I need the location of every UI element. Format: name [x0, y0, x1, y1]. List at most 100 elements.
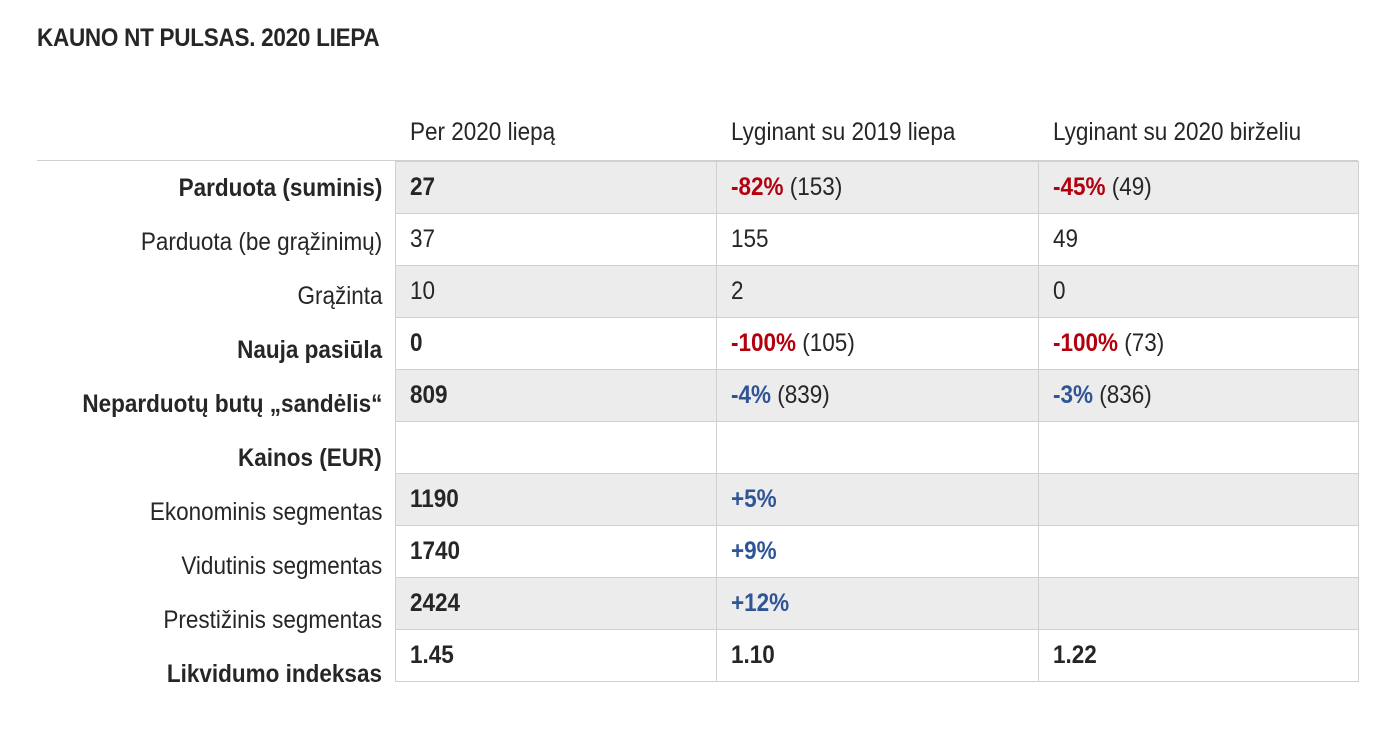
change-value: +12%: [731, 589, 790, 617]
table-row: 1740 +9%: [395, 525, 1359, 578]
cell-content: 37: [410, 225, 435, 254]
cell-content: 49: [1053, 225, 1078, 254]
table-row: 27 -82% (153) -45% (49): [395, 161, 1359, 214]
column-header-current: Per 2020 liepą: [410, 118, 556, 146]
cell-content: +5%: [731, 485, 777, 514]
cell-value: 1.22: [1053, 641, 1097, 669]
header-divider: [37, 160, 1358, 161]
cell-value: 1190: [410, 485, 459, 513]
row-label: Grąžinta: [0, 269, 382, 323]
previous-value: (105): [796, 329, 855, 357]
table-row: 809 -4% (839) -3% (836): [395, 369, 1359, 422]
change-value: -100%: [1053, 329, 1119, 357]
cell-content: -100% (73): [1053, 329, 1164, 358]
cell-content: 1.10: [731, 641, 775, 670]
table-cell-year-compare: [716, 421, 1039, 474]
table-row: [395, 421, 1359, 474]
cell-content: 2: [731, 277, 744, 306]
table-cell-month-compare: [1038, 577, 1359, 630]
change-value: -45%: [1053, 173, 1106, 201]
row-label-text: Nauja pasiūla: [236, 336, 382, 364]
cell-value: 2424: [410, 589, 461, 617]
row-label-text: Parduota (suminis): [178, 174, 382, 202]
cell-value: 0: [1053, 277, 1066, 305]
cell-content: 2424: [410, 589, 460, 618]
change-value: +9%: [731, 537, 777, 565]
table-cell-year-compare: +12%: [716, 577, 1039, 630]
table-cell-current: 10: [395, 265, 717, 318]
cell-value: 1.45: [410, 641, 454, 669]
table-cell-year-compare: -4% (839): [716, 369, 1039, 422]
cell-value: 1740: [410, 537, 461, 565]
cell-value: 155: [731, 225, 769, 253]
table-cell-month-compare: 0: [1038, 265, 1359, 318]
cell-content: 1740: [410, 537, 460, 566]
cell-content: -82% (153): [731, 173, 842, 202]
table-cell-current: 2424: [395, 577, 717, 630]
table-cell-current: 1.45: [395, 629, 717, 682]
change-value: -100%: [731, 329, 797, 357]
previous-value: (836): [1093, 381, 1152, 409]
table-cell-year-compare: +9%: [716, 525, 1039, 578]
row-label-text: Ekonominis segmentas: [149, 498, 382, 526]
change-value: -3%: [1053, 381, 1094, 409]
column-header-month-compare: Lyginant su 2020 birželiu: [1053, 118, 1302, 146]
table-row: 37 155 49: [395, 213, 1359, 266]
cell-value: 10: [410, 277, 436, 305]
row-label-text: Kainos (EUR): [238, 444, 382, 472]
cell-value: 37: [410, 225, 436, 253]
row-label-text: Grąžinta: [296, 282, 382, 310]
previous-value: (49): [1105, 173, 1152, 201]
row-label-text: Neparduotų butų „sandėlis“: [81, 390, 382, 418]
cell-content: 10: [410, 277, 435, 306]
data-table: 27 -82% (153) -45% (49) 37 155 49 10 2 0 0 -100% (…: [395, 161, 1359, 682]
cell-content: -3% (836): [1053, 381, 1152, 410]
table-cell-current: 1190: [395, 473, 717, 526]
row-label: Kainos (EUR): [0, 431, 382, 485]
row-label-text: Vidutinis segmentas: [181, 552, 382, 580]
table-row: 2424 +12%: [395, 577, 1359, 630]
table-row: 0 -100% (105) -100% (73): [395, 317, 1359, 370]
table-cell-current: 0: [395, 317, 717, 370]
cell-value: 2: [731, 277, 744, 305]
cell-content: 1.22: [1053, 641, 1097, 670]
table-cell-current: 809: [395, 369, 717, 422]
change-value: +5%: [731, 485, 777, 513]
change-value: -82%: [731, 173, 784, 201]
row-label: Prestižinis segmentas: [0, 593, 382, 647]
row-label: Parduota (suminis): [0, 161, 382, 215]
table-cell-current: [395, 421, 717, 474]
cell-content: +12%: [731, 589, 789, 618]
cell-value: 0: [410, 329, 423, 357]
row-label-text: Parduota (be grąžinimų): [140, 228, 382, 256]
cell-content: -100% (105): [731, 329, 855, 358]
table-cell-month-compare: [1038, 473, 1359, 526]
table-cell-current: 1740: [395, 525, 717, 578]
row-label: Nauja pasiūla: [0, 323, 382, 377]
table-cell-current: 27: [395, 161, 717, 214]
previous-value: (839): [771, 381, 830, 409]
previous-value: (153): [783, 173, 843, 201]
previous-value: (73): [1118, 329, 1165, 357]
page-title: KAUNO NT PULSAS. 2020 LIEPA: [37, 24, 380, 52]
cell-content: 27: [410, 173, 435, 202]
row-label-text: Prestižinis segmentas: [163, 606, 382, 634]
row-label: Vidutinis segmentas: [0, 539, 382, 593]
table-cell-year-compare: +5%: [716, 473, 1039, 526]
cell-content: +9%: [731, 537, 777, 566]
table-cell-month-compare: -3% (836): [1038, 369, 1359, 422]
cell-value: 1.10: [731, 641, 775, 669]
table-cell-month-compare: -100% (73): [1038, 317, 1359, 370]
table-row: 1.45 1.10 1.22: [395, 629, 1359, 682]
cell-content: 0: [410, 329, 423, 358]
table-cell-year-compare: 155: [716, 213, 1039, 266]
cell-content: 1190: [410, 485, 459, 514]
table-cell-month-compare: [1038, 421, 1359, 474]
table-cell-year-compare: 2: [716, 265, 1039, 318]
table-cell-year-compare: -100% (105): [716, 317, 1039, 370]
cell-content: 1.45: [410, 641, 454, 670]
cell-content: 809: [410, 381, 448, 410]
cell-content: 155: [731, 225, 769, 254]
table-cell-year-compare: 1.10: [716, 629, 1039, 682]
table-row: 1190 +5%: [395, 473, 1359, 526]
